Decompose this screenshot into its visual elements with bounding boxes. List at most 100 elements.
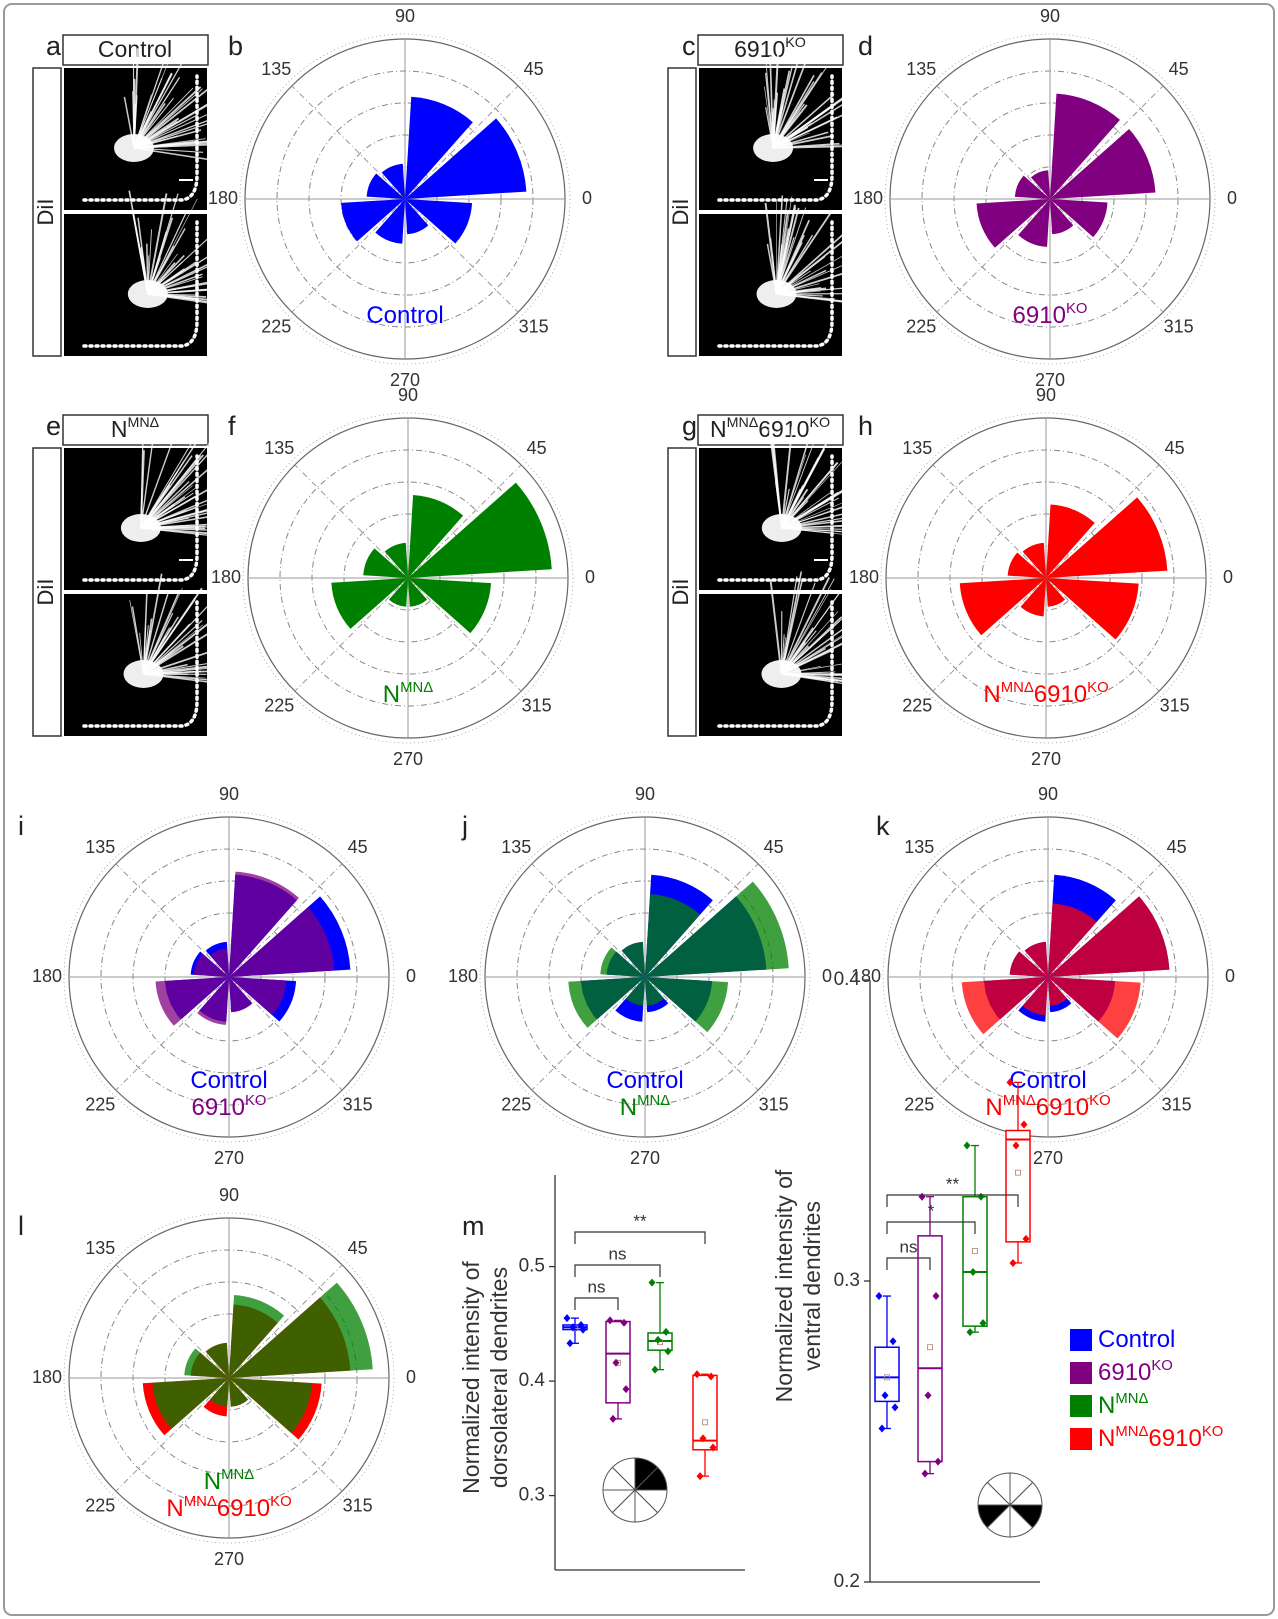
theta-label: 45 bbox=[524, 59, 544, 79]
data-point bbox=[648, 1278, 656, 1287]
spoke bbox=[115, 1264, 230, 1379]
spoke bbox=[228, 863, 343, 978]
cord-outline bbox=[82, 454, 199, 582]
panel-letter: m bbox=[462, 1211, 485, 1241]
outer-ring-2 bbox=[884, 33, 1216, 365]
dendrite bbox=[781, 488, 790, 529]
dendrite bbox=[781, 518, 855, 529]
series-label: NMNΔ bbox=[204, 1467, 254, 1495]
series-label-part: KO bbox=[1066, 301, 1088, 317]
dendrite bbox=[140, 458, 220, 529]
dendrite bbox=[775, 211, 789, 295]
dendrite bbox=[140, 527, 211, 531]
spoke bbox=[1047, 976, 1162, 1091]
spoke bbox=[115, 863, 230, 978]
dendrite bbox=[776, 291, 821, 295]
dendrite bbox=[133, 137, 248, 149]
dendrite bbox=[147, 273, 203, 295]
significance-bracket bbox=[574, 1297, 619, 1310]
spoke bbox=[531, 863, 646, 978]
spoke bbox=[291, 85, 406, 200]
dendrite bbox=[133, 54, 172, 149]
theta-label: 270 bbox=[1035, 370, 1065, 390]
spoke bbox=[1049, 198, 1164, 313]
dendrite bbox=[781, 588, 832, 675]
spoke bbox=[404, 198, 519, 313]
theta-label: 45 bbox=[527, 438, 547, 458]
dendrite bbox=[776, 251, 876, 295]
dendrite bbox=[781, 527, 834, 534]
dendrite bbox=[140, 454, 205, 529]
theta-label: 135 bbox=[85, 837, 115, 857]
panel-letter: i bbox=[18, 811, 24, 841]
theta-label: 90 bbox=[219, 784, 239, 804]
legend-swatch bbox=[1070, 1428, 1092, 1450]
theta-label: 180 bbox=[32, 1367, 62, 1387]
box bbox=[917, 1235, 943, 1463]
dendrite bbox=[772, 105, 784, 149]
dendrite bbox=[140, 439, 144, 529]
series-label-part: KO bbox=[1087, 680, 1109, 696]
significance-bracket bbox=[886, 1194, 1019, 1207]
dendrite bbox=[133, 147, 204, 153]
dendrite bbox=[781, 500, 847, 529]
data-point bbox=[569, 1323, 577, 1332]
theta-label: 225 bbox=[904, 1094, 934, 1114]
legend-label-part: N bbox=[1098, 1392, 1115, 1419]
y-tick-label: 0.3 bbox=[519, 1485, 545, 1506]
rose-sector bbox=[184, 1348, 229, 1378]
series-label: NMNΔ6910KO bbox=[983, 680, 1108, 708]
dendrite bbox=[143, 656, 249, 675]
dendrite bbox=[140, 492, 194, 529]
dendrite bbox=[766, 243, 778, 295]
y-axis-label-line: ventral dendrites bbox=[799, 1201, 825, 1371]
dendrite bbox=[780, 577, 830, 675]
spoke bbox=[1045, 577, 1160, 692]
theta-label: 45 bbox=[348, 1238, 368, 1258]
series-label-part: N bbox=[166, 1495, 183, 1522]
theta-label: 90 bbox=[1036, 385, 1056, 405]
data-point bbox=[699, 1434, 707, 1443]
rose-sector bbox=[1024, 941, 1048, 977]
dendrite bbox=[781, 617, 870, 675]
rose-sector bbox=[645, 977, 729, 1033]
outer-ring-2 bbox=[239, 33, 571, 365]
rose-sector bbox=[645, 893, 701, 977]
legend-label-part: Control bbox=[1098, 1326, 1175, 1353]
rose-sector bbox=[229, 871, 299, 977]
dendrite bbox=[776, 286, 822, 295]
dendrite bbox=[780, 634, 785, 675]
dendrite bbox=[781, 441, 809, 529]
data-point bbox=[963, 1141, 971, 1150]
panel-letter: e bbox=[46, 411, 61, 441]
spoke bbox=[934, 976, 1049, 1091]
significance-label: * bbox=[928, 1201, 935, 1220]
spoke bbox=[294, 577, 409, 692]
theta-label: 180 bbox=[853, 188, 883, 208]
dendrite bbox=[142, 589, 148, 675]
box bbox=[874, 1346, 900, 1403]
rose-sector bbox=[568, 977, 645, 1028]
dendrite bbox=[142, 589, 181, 675]
series-label: Control bbox=[606, 1067, 683, 1094]
spoke bbox=[228, 1377, 343, 1492]
rose-sector bbox=[1048, 896, 1170, 977]
rose-sector bbox=[366, 173, 405, 199]
image-label-part: MNΔ bbox=[127, 415, 159, 431]
spoke bbox=[404, 85, 519, 200]
image-label-part: KO bbox=[809, 415, 830, 431]
image-label-part: KO bbox=[785, 35, 806, 51]
theta-label: 0 bbox=[406, 966, 416, 986]
significance-bracket bbox=[574, 1264, 661, 1277]
spoke bbox=[228, 976, 343, 1091]
panel-letter: c bbox=[682, 31, 696, 61]
theta-label: 180 bbox=[32, 966, 62, 986]
legend-swatch bbox=[1070, 1395, 1092, 1417]
spoke bbox=[407, 464, 522, 579]
rose-sector bbox=[645, 881, 789, 977]
legend-label-part: 6910 bbox=[1148, 1425, 1201, 1452]
dendrite bbox=[140, 485, 199, 529]
data-point bbox=[1006, 1078, 1014, 1087]
image-label-part: 6910 bbox=[734, 36, 785, 62]
rose-sector bbox=[209, 1378, 229, 1407]
